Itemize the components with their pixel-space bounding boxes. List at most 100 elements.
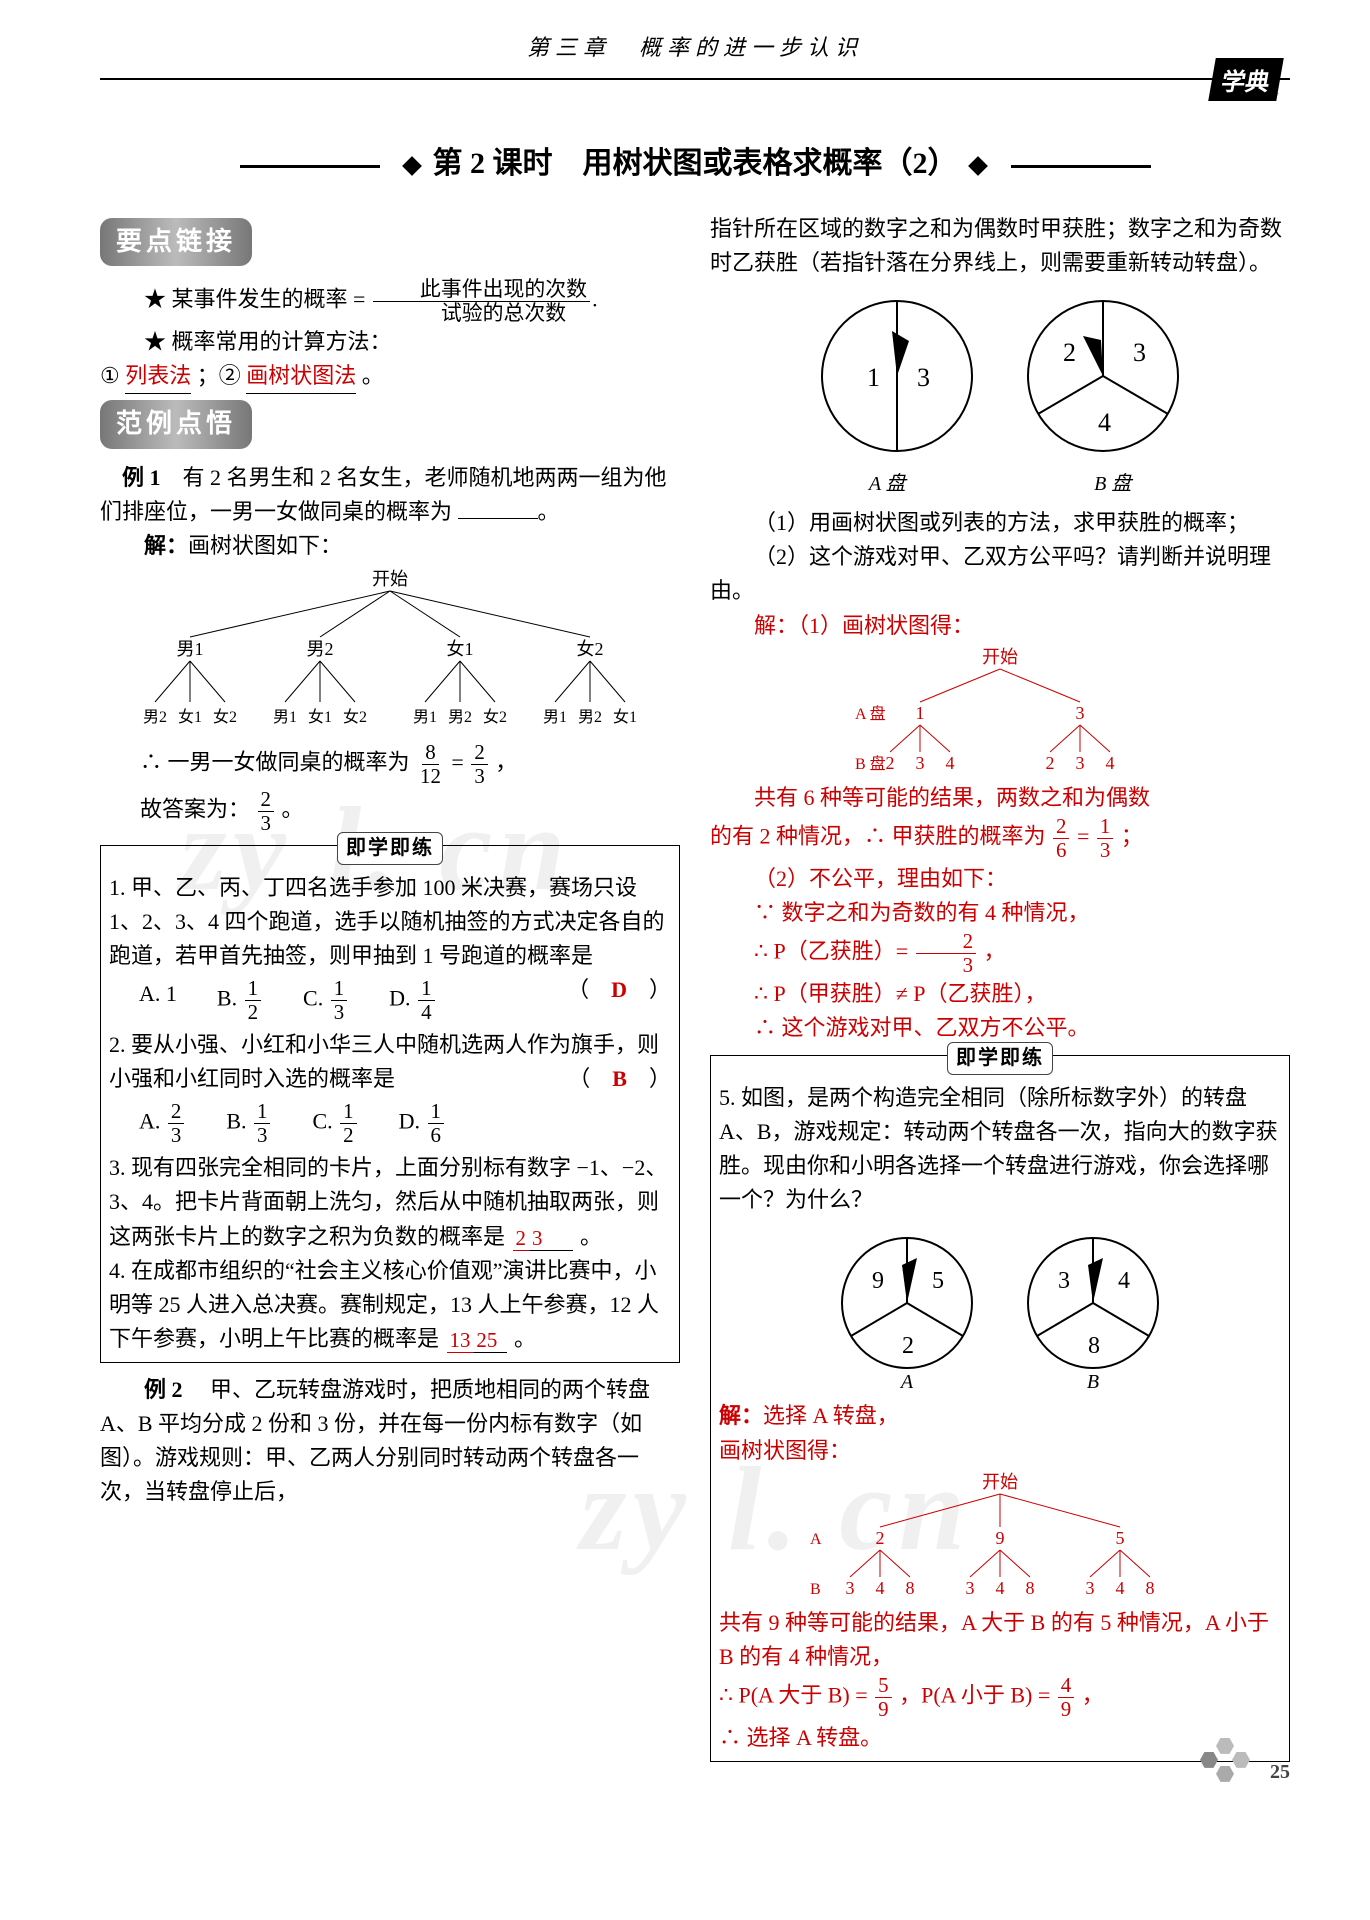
chapter-header: 第三章 概率的进一步认识 [100,30,1290,62]
text: 画树状图得： [719,1434,1281,1468]
tree-l2: 4 [946,753,955,773]
fraction: 812 [417,741,444,788]
row-label: A 盘 [855,704,886,723]
tree-l2: 2 [1046,753,1055,773]
tree-l2: 3 [1076,753,1085,773]
svg-text:8: 8 [1146,1578,1155,1598]
ex1-conclusion: ∴ 一男一女做同桌的概率为 812 = 23 ， [140,741,680,788]
ex1-answer: 故答案为： 23 。 [140,788,680,835]
ex1-tree: 开始 男1 男2 女1 女2 男2 女1 女2 男1 女1 [110,567,670,737]
answer: D [611,977,627,1002]
q2: 2. 要从小强、小红和小华三人中随机选两人作为旗手，则小强和小红同时入选的概率是… [109,1028,671,1096]
text: ， [984,938,1006,963]
answer: 1325 [447,1329,507,1353]
spinner-row-ex2: 1 3 2 3 4 A 盘 B 盘 [710,286,1290,500]
q2: （2）这个游戏对甲、乙双方公平吗？请判断并说明理由。 [710,540,1290,608]
blank [458,518,538,519]
text: ；② [197,363,241,388]
text: （1）画树状图得： [798,613,974,638]
hex-decor [1200,1738,1260,1784]
q1: 1. 甲、乙、丙、丁四名选手参加 100 米决赛，赛场只设 1、2、3、4 四个… [109,871,671,973]
qtext: 甲、乙、丙、丁四名选手参加 100 米决赛，赛场只设 1、2、3、4 四个跑道，… [109,875,665,968]
yd-line1: ★ 某事件发生的概率 = 此事件出现的次数 试验的总次数 . [100,278,680,325]
svg-text:4: 4 [1118,1268,1130,1294]
text: 。 [514,1326,536,1351]
answer: B [612,1066,627,1091]
text: 的有 2 种情况，∴ 甲获胜的概率为 [710,823,1046,848]
right-solution: 解：（1）画树状图得： 开始 A 盘 1 3 B 盘 2 3 4 [710,609,1290,1046]
brand-sub: XUEDIAN [1227,90,1278,105]
svg-text:9: 9 [996,1528,1005,1548]
practice-box-title: 即学即练 [337,832,443,865]
example-1: 例 1 有 2 名男生和 2 名女生，老师随机地两两一组为他们排座位，一男一女做… [100,461,680,529]
ex2-tree: 开始 A 盘 1 3 B 盘 2 3 4 2 3 4 [800,647,1200,777]
svg-text:3: 3 [846,1578,855,1598]
svg-text:9: 9 [872,1268,884,1294]
tree-root: 开始 [982,647,1018,667]
tree-l2: 男2 [578,709,602,726]
svg-text:8: 8 [1026,1578,1035,1598]
example-2: 例 2 甲、乙玩转盘游戏时，把质地相同的两个转盘 A、B 平均分成 2 份和 3… [100,1373,680,1509]
tree-l2: 女1 [178,707,202,726]
svg-text:B: B [810,1581,821,1598]
tree-l2: 女1 [613,707,637,726]
svg-text:A: A [899,1371,914,1393]
svg-text:3: 3 [1058,1268,1070,1294]
svg-text:开始: 开始 [982,1472,1018,1492]
tree-root: 开始 [372,569,408,589]
practice-box-right: 即学即练 5. 如图，是两个构造完全相同（除所标数字外）的转盘 A、B，游戏规定… [710,1055,1290,1762]
svg-text:4: 4 [996,1578,1005,1598]
q4: 4. 在成都市组织的“社会主义核心价值观”演讲比赛中，小明等 25 人进入总决赛… [109,1254,671,1356]
text: 共有 6 种等可能的结果，两数之和为偶数 [754,785,1150,810]
sol-label: 解： [719,1403,763,1428]
tree-l2: 男1 [413,709,437,726]
lesson-title-text: 第 2 课时 用树状图或表格求概率（2） [433,147,958,180]
right-column: 指针所在区域的数字之和为偶数时甲获胜；数字之和为奇数时乙获胜（若指针落在分界线上… [710,212,1290,1772]
yd-line2: ★ 概率常用的计算方法： [100,325,680,359]
q5: 5. 如图，是两个构造完全相同（除所标数字外）的转盘 A、B，游戏规定：转动两个… [719,1081,1281,1217]
text: ∴ P（乙获胜）= [754,938,908,963]
text: ∵ 数字之和为奇数的有 4 种情况， [710,896,1290,930]
blank-2: 画树状图法 [246,359,356,394]
tree-l2: 男1 [543,709,567,726]
fraction: 23 [258,788,274,835]
yd-blanks: ① 列表法 ；② 画树状图法 。 [100,359,680,394]
svg-text:B: B [1087,1371,1099,1393]
section-yaodian: 要点链接 [100,218,252,266]
text: ∴ P(A 大于 B) = [719,1682,868,1707]
text: ， [495,750,517,775]
q1: （1）用画树状图或列表的方法，求甲获胜的概率； [710,506,1290,540]
qnum: 3. [109,1155,126,1180]
text: . [592,287,598,312]
spinner-a: 1 3 [797,286,997,466]
text: （2）不公平，理由如下： [710,862,1290,896]
qtext: 如图，是两个构造完全相同（除所标数字外）的转盘 A、B，游戏规定：转动两个转盘各… [719,1085,1278,1212]
section-fanli: 范例点悟 [100,400,252,448]
choice: 1 [166,981,177,1006]
lesson-title: 第 2 课时 用树状图或表格求概率（2） [100,138,1290,182]
sector: 3 [1133,338,1146,367]
svg-text:5: 5 [932,1268,944,1294]
q5-spinners: 9 5 2 A 3 4 8 B [719,1223,1281,1393]
numerator: 此事件出现的次数 [373,278,590,302]
denominator: 试验的总次数 [394,302,569,325]
text: ∴ P（甲获胜）≠ P（乙获胜）， [710,977,1290,1011]
fraction: 23 [471,741,487,788]
text: ★ 某事件发生的概率 = [144,287,365,312]
answer: 23 [513,1227,573,1251]
text: = [1077,823,1089,848]
text: = [451,750,463,775]
svg-text:3: 3 [966,1578,975,1598]
spinner-label: B 盘 [1003,469,1223,500]
text: 。 [538,499,560,524]
text: 甲、乙玩转盘游戏时，把质地相同的两个转盘 A、B 平均分成 2 份和 3 份，并… [100,1377,650,1504]
tree-l2: 男2 [448,709,472,726]
text: 例 1 有 2 名男生和 2 名女生，老师随机地两两一组为他们排座位，一男一女做… [100,465,667,524]
sector: 3 [917,363,930,392]
text: 。 [281,797,303,822]
q1-choices: A. 1 B. 12 C. 13 D. 14 [139,977,567,1024]
tree-l1: 3 [1076,703,1085,723]
text: ① [100,363,120,388]
tree-l1: 男1 [177,639,204,659]
practice-box-title: 即学即练 [947,1042,1053,1075]
